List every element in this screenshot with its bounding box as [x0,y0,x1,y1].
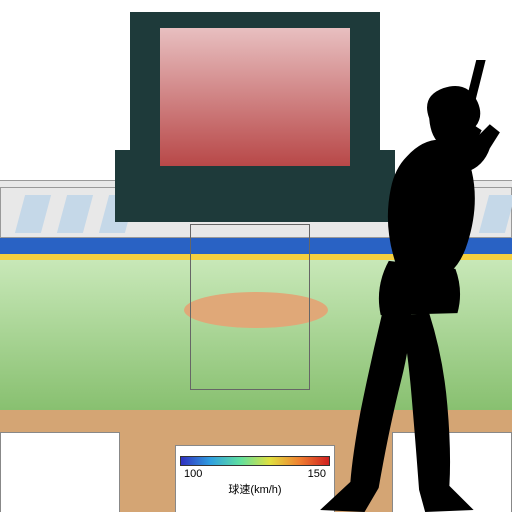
colorbar-label: 球速(km/h) [180,481,330,497]
velocity-colorbar: 100 150 球速(km/h) [180,456,330,497]
batter-silhouette [310,60,512,512]
colorbar-ticks: 100 150 [180,468,330,480]
strike-zone [190,224,310,390]
colorbar-tick-min: 100 [184,468,202,480]
colorbar-gradient [180,456,330,466]
batters-box-line [0,432,120,512]
